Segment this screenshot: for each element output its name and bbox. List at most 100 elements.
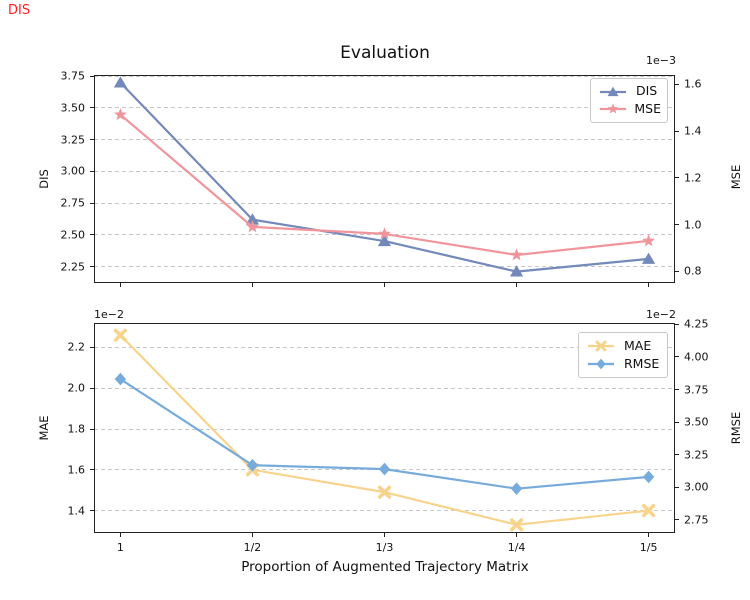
legend-x-icon (588, 340, 614, 352)
chart-title: Evaluation (340, 43, 430, 63)
dis-marker (509, 265, 524, 277)
legend: MAE RMSE (578, 332, 668, 378)
mae-marker (113, 328, 127, 342)
mae-marker (509, 518, 524, 532)
gridline (94, 107, 675, 109)
tick-mark (90, 139, 94, 141)
y-tick-label: 0.8 (684, 264, 702, 278)
mse-marker (510, 248, 523, 261)
tick-mark (675, 130, 679, 132)
gridline (94, 202, 675, 204)
tick-mark (675, 323, 679, 325)
tick-mark (90, 234, 94, 236)
legend-marker (607, 86, 619, 96)
y-tick-label: 1.4 (684, 124, 702, 138)
dis-marker (642, 252, 656, 264)
gridline (94, 428, 675, 430)
gridline (94, 75, 675, 77)
y-tick-label: 3.00 (684, 480, 709, 494)
tick-mark (251, 533, 253, 537)
tick-mark (675, 519, 679, 521)
tick-mark (648, 283, 650, 287)
dis-marker (377, 234, 392, 247)
y-tick-label: 3.50 (684, 415, 709, 429)
x-tick-label: 1 (116, 541, 124, 554)
rmse-marker (378, 462, 391, 476)
axes-frame (94, 75, 675, 283)
legend-triangle-icon (600, 86, 626, 96)
y-tick-label: 1.0 (684, 218, 702, 232)
gridline (94, 170, 675, 172)
tick-mark (90, 469, 94, 471)
legend-item: MSE (598, 102, 661, 116)
legend-label: MSE (634, 101, 661, 117)
tick-mark (90, 202, 94, 204)
tick-mark (675, 177, 679, 179)
top-right-offset-text: 1e−3 (646, 54, 676, 67)
tick-mark (675, 421, 679, 423)
tick-mark (675, 83, 679, 85)
y-tick-label: 2.75 (60, 196, 86, 210)
gridline (94, 139, 675, 141)
y-tick-label: 4.25 (684, 317, 709, 331)
tick-mark (90, 170, 94, 172)
legend-diamond-icon (588, 358, 614, 370)
y-tick-label: 1.6 (67, 463, 86, 477)
rmse-marker (642, 470, 655, 484)
legend-label: MAE (624, 337, 652, 353)
rmse-marker (114, 372, 127, 386)
x-axis-label: Proportion of Augmented Trajectory Matri… (241, 559, 529, 575)
bottom-left-offset-text: 1e−2 (94, 308, 124, 321)
gridline (94, 346, 675, 348)
tick-mark (119, 283, 121, 287)
gridline (94, 266, 675, 267)
tick-mark (675, 356, 679, 358)
tick-mark (90, 346, 94, 348)
y-tick-label: 4.00 (684, 350, 709, 364)
corner-dis-annotation: DIS (8, 3, 31, 18)
gridline (94, 387, 675, 389)
y-tick-label: 3.00 (60, 164, 86, 178)
tick-mark (675, 486, 679, 488)
tick-mark (384, 533, 385, 537)
tick-mark (675, 224, 679, 226)
tick-mark (675, 389, 679, 391)
y-tick-label: 2.2 (67, 340, 86, 354)
legend: DIS MSE (590, 78, 668, 123)
y-tick-label: 3.25 (684, 448, 709, 462)
dis-marker (113, 76, 127, 88)
y-tick-label: 2.50 (60, 228, 86, 242)
tick-mark (90, 107, 94, 109)
legend-star-icon (600, 103, 626, 114)
legend-marker (595, 340, 607, 352)
y-tick-label: 1.6 (684, 77, 702, 91)
mse-marker (114, 108, 127, 121)
y-tick-label: 1.2 (684, 171, 702, 185)
y-tick-label: 2.0 (67, 381, 86, 395)
legend-item: RMSE (586, 357, 661, 371)
tick-mark (90, 428, 94, 430)
legend-label: RMSE (624, 355, 660, 371)
mae-marker (377, 485, 392, 499)
mse-marker (642, 234, 655, 247)
tick-mark (384, 283, 385, 287)
y-tick-label: 3.50 (60, 101, 86, 115)
tick-mark (119, 533, 121, 537)
tick-mark (648, 533, 650, 537)
y-tick-label: 3.75 (60, 69, 86, 83)
x-tick-label: 1/4 (507, 541, 526, 554)
dis-marker (245, 213, 260, 225)
mse-marker (246, 220, 259, 233)
tick-mark (90, 266, 94, 267)
tick-mark (675, 270, 679, 272)
y-tick-label: 1.8 (67, 422, 86, 436)
x-tick-label: 1/2 (243, 541, 262, 554)
gridline (94, 510, 675, 512)
legend-marker (607, 103, 619, 114)
y-tick-label: 2.75 (684, 513, 709, 527)
legend-item: MAE (586, 339, 661, 353)
tick-mark (251, 283, 253, 287)
bottom-right-offset-text: 1e−2 (646, 308, 676, 321)
tick-mark (516, 283, 518, 287)
